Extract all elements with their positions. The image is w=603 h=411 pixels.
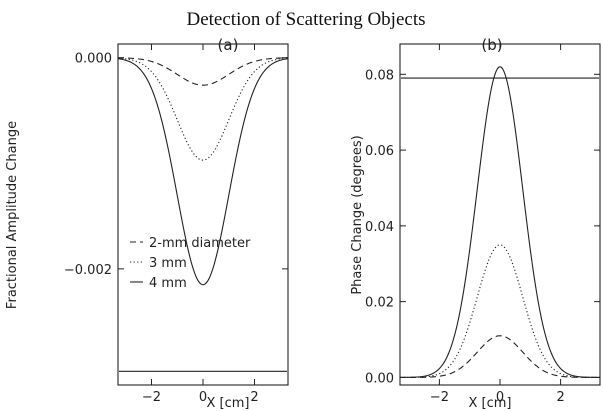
panel-a-label: (a) [218, 36, 239, 54]
x-tick-label: 2 [556, 390, 564, 405]
series-solid-curve [400, 66, 600, 378]
y-tick-label: 0.000 [75, 52, 112, 67]
panel-b-ticks: −2 0 2 0.00 0.02 0.04 0.06 0.08 [365, 44, 600, 405]
y-tick-label: 0.02 [365, 296, 394, 311]
panel-a-curves [117, 57, 289, 286]
panel-b: (b) X [cm] Phase Change (degrees) −2 0 2 0.… [350, 36, 601, 411]
series-dashed-curve [117, 57, 289, 86]
panel-b-curves [400, 66, 600, 378]
x-tick-label: 2 [250, 390, 258, 405]
y-tick-label: 0.04 [365, 220, 394, 235]
panel-a-legend: 2-mm diameter 3 mm 4 mm [130, 236, 251, 291]
series-dotted-curve [117, 57, 289, 161]
y-tick-label: −0.002 [64, 263, 112, 278]
series-dotted-curve [400, 244, 600, 378]
panel-a-x-axis-label: X [cm] [207, 396, 250, 411]
panel-a-plot-frame [117, 43, 289, 386]
panel-b-y-axis-label: Phase Change (degrees) [350, 135, 365, 294]
legend-label-3mm: 3 mm [149, 256, 187, 271]
panel-a: (a) X [cm] Fractional Amplitude Change −… [5, 36, 289, 411]
y-tick-label: 0.08 [365, 68, 394, 83]
x-tick-label: 0 [496, 390, 504, 405]
x-tick-label: 0 [199, 390, 207, 405]
series-solid-curve [117, 58, 289, 286]
panel-b-x-axis-label: X [cm] [469, 396, 512, 411]
panel-b-label: (b) [481, 36, 502, 54]
y-tick-label: 0.06 [365, 144, 394, 159]
panel-a-y-axis-label: Fractional Amplitude Change [5, 121, 20, 309]
x-tick-label: −2 [430, 390, 449, 405]
legend-label-4mm: 4 mm [149, 276, 187, 291]
legend-label-2mm: 2-mm diameter [149, 236, 251, 251]
panel-a-ticks: −2 0 2 0.000 −0.002 [64, 44, 288, 405]
y-tick-label: 0.00 [365, 371, 394, 386]
x-tick-label: −2 [142, 390, 161, 405]
panel-b-plot-frame [399, 43, 601, 386]
figure-title: Detection of Scattering Objects [186, 9, 425, 30]
series-dashed-curve [400, 335, 600, 378]
